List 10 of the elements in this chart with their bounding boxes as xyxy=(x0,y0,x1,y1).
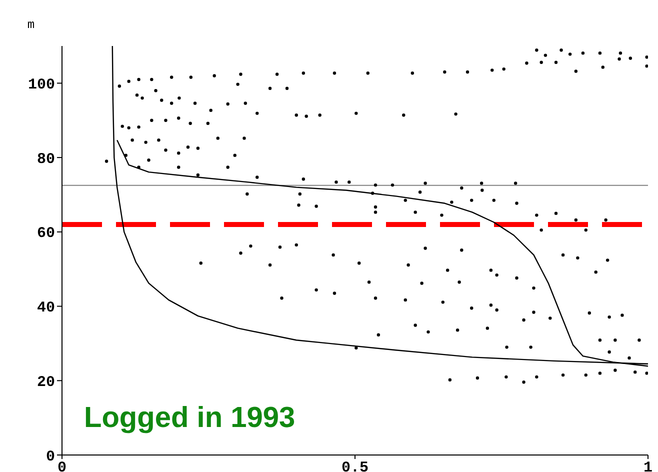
y-tick-label: 100 xyxy=(28,76,55,94)
y-tick-label: 40 xyxy=(36,300,55,317)
x-tick-label: 0 xyxy=(57,460,67,472)
x-tick-label: 0.5 xyxy=(341,460,369,472)
y-tick-label: 20 xyxy=(36,374,55,391)
y-tick-label: 60 xyxy=(36,225,55,242)
x-tick-label: 1 xyxy=(643,460,653,472)
annotation: Logged in 1993 xyxy=(84,402,296,435)
y-tick-label: 80 xyxy=(36,150,55,168)
y-axis-title: m xyxy=(27,18,35,32)
